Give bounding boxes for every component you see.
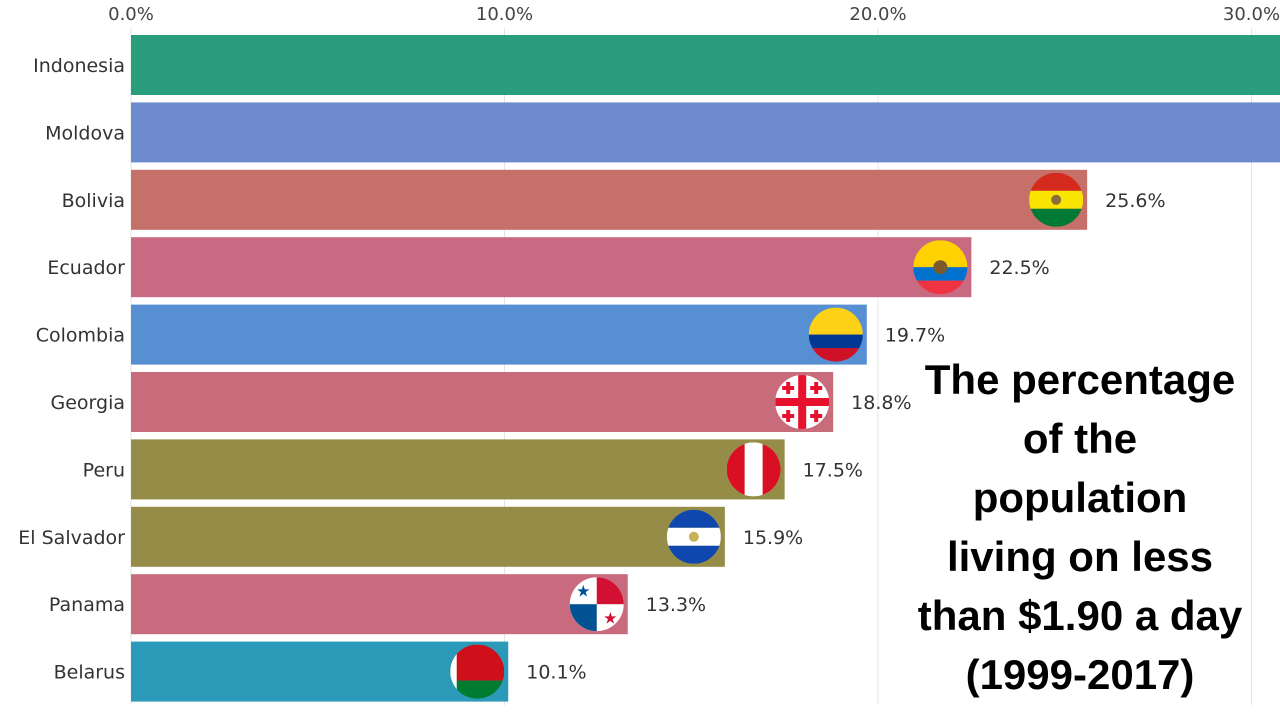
title-line: (1999-2017): [965, 651, 1195, 698]
bar: [131, 102, 1280, 163]
bar-group: Georgia 18.8%: [51, 372, 912, 432]
value-label: 17.5%: [803, 459, 863, 481]
el-salvador-flag-icon: [666, 509, 721, 564]
svg-text:★: ★: [603, 609, 617, 628]
x-tick-label: 30.0%: [1223, 4, 1280, 25]
title-line: living on less: [946, 533, 1214, 580]
bar-group: Colombia 19.7%: [36, 304, 945, 365]
x-tick-label: 0.0%: [108, 4, 154, 25]
bar-group: Belarus 10.1%: [54, 641, 587, 702]
bar: [131, 506, 725, 567]
bar: [131, 304, 867, 365]
value-label: 15.9%: [743, 527, 803, 549]
bolivia-flag-icon: [1029, 172, 1084, 227]
x-tick-label: 20.0%: [849, 4, 906, 25]
value-label: 13.3%: [646, 594, 706, 616]
chart-title: The percentage of the population living …: [890, 350, 1270, 704]
value-label: 19.7%: [885, 325, 945, 347]
belarus-flag-icon: [450, 644, 505, 699]
title-line: population: [972, 474, 1188, 521]
bar-group: Bolivia 25.6%: [62, 169, 1166, 230]
x-tick-label: 10.0%: [476, 4, 533, 25]
title-line: of the: [1022, 415, 1138, 462]
bar-group: Indonesia: [33, 35, 1280, 95]
title-line: The percentage: [924, 356, 1236, 403]
bar: [131, 169, 1088, 230]
category-label: El Salvador: [18, 527, 125, 549]
peru-flag-icon: [726, 442, 781, 497]
category-label: Belarus: [54, 662, 125, 684]
panama-flag-icon: ★★: [569, 577, 624, 632]
category-label: Peru: [83, 459, 125, 481]
bar: [131, 237, 972, 298]
value-label: 18.8%: [851, 392, 911, 414]
svg-text:★: ★: [576, 582, 590, 601]
bar: [131, 641, 509, 702]
category-label: Bolivia: [62, 190, 125, 212]
colombia-flag-icon: [808, 307, 863, 362]
category-label: Colombia: [36, 325, 125, 347]
value-label: 25.6%: [1105, 190, 1165, 212]
bar: [131, 574, 628, 635]
bar-group: El Salvador 15.9%: [18, 506, 803, 567]
title-line: than $1.90 a day: [917, 592, 1243, 639]
ecuador-flag-icon: [913, 240, 968, 295]
category-label: Georgia: [51, 392, 126, 414]
bar-group: Ecuador 22.5%: [47, 237, 1050, 298]
value-label: 22.5%: [989, 257, 1049, 279]
bar-group: Panama★★13.3%: [49, 574, 706, 635]
bar: [131, 35, 1280, 95]
category-label: Indonesia: [33, 55, 125, 77]
category-label: Moldova: [45, 122, 125, 144]
bar-group: Moldova: [45, 102, 1280, 163]
georgia-flag-icon: [775, 375, 830, 429]
bar-group: Peru 17.5%: [83, 439, 863, 500]
bar: [131, 372, 834, 432]
category-label: Panama: [49, 594, 125, 616]
category-label: Ecuador: [47, 257, 125, 279]
value-label: 10.1%: [526, 662, 586, 684]
bar: [131, 439, 785, 500]
